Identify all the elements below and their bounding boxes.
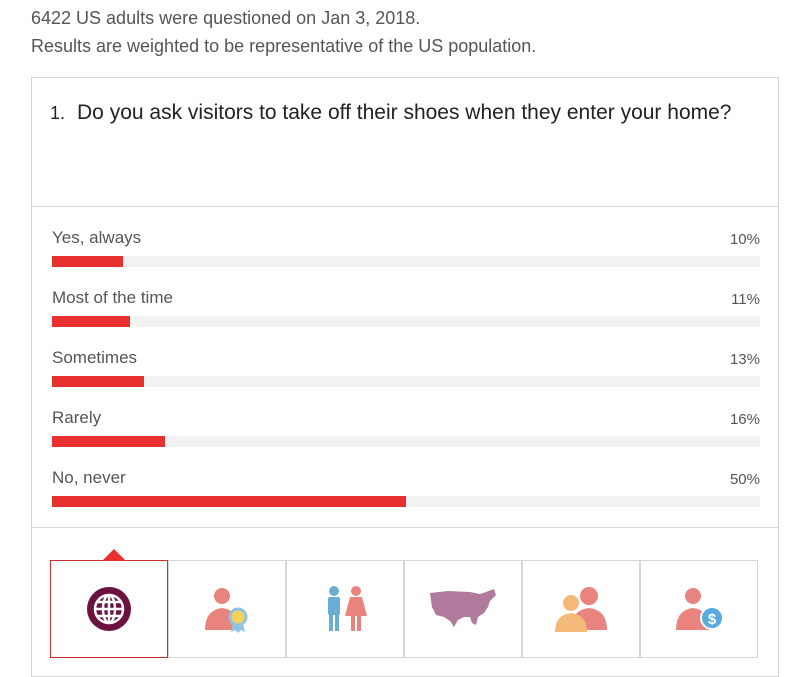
intro-line-2: Results are weighted to be representativ… bbox=[31, 36, 537, 56]
answer-bar-track bbox=[52, 256, 760, 267]
tab-age[interactable] bbox=[168, 560, 286, 658]
divider bbox=[32, 206, 778, 207]
survey-intro: 6422 US adults were questioned on Jan 3,… bbox=[31, 4, 536, 60]
intro-line-1: 6422 US adults were questioned on Jan 3,… bbox=[31, 8, 421, 28]
answer-row: No, never 50% bbox=[52, 466, 760, 526]
divider bbox=[32, 527, 778, 528]
answer-percent: 16% bbox=[729, 411, 760, 428]
tab-party[interactable] bbox=[522, 560, 640, 658]
question-text: Do you ask visitors to take off their sh… bbox=[77, 101, 732, 124]
answer-bar-fill bbox=[52, 376, 145, 387]
person-dollar-icon: $ bbox=[676, 588, 724, 630]
answer-label: Yes, always bbox=[52, 228, 142, 247]
answer-percent: 50% bbox=[729, 471, 760, 488]
answer-percent: 11% bbox=[731, 291, 760, 308]
question-card: 1. Do you ask visitors to take off their … bbox=[31, 77, 779, 677]
answer-bar-track bbox=[52, 316, 760, 327]
answer-row: Sometimes 13% bbox=[52, 346, 760, 406]
active-tab-pointer bbox=[102, 549, 126, 561]
demographic-tabs: $ bbox=[50, 549, 762, 658]
tab-region[interactable] bbox=[404, 560, 522, 658]
svg-text:$: $ bbox=[708, 611, 717, 628]
answer-row: Yes, always 10% bbox=[52, 226, 760, 286]
answer-bar-track bbox=[52, 436, 760, 447]
answer-bar-track bbox=[52, 376, 760, 387]
answer-percent: 13% bbox=[729, 351, 760, 368]
answer-label: Rarely bbox=[52, 408, 102, 427]
answer-row: Most of the time 11% bbox=[52, 286, 760, 346]
two-people-icon bbox=[555, 587, 607, 632]
answer-label: No, never bbox=[52, 468, 126, 487]
answer-bar-fill bbox=[52, 436, 166, 447]
question-number: 1. bbox=[50, 103, 66, 123]
answer-bar-fill bbox=[52, 316, 130, 327]
tab-income[interactable]: $ bbox=[640, 560, 758, 658]
person-award-icon bbox=[205, 588, 248, 633]
answer-row: Rarely 16% bbox=[52, 406, 760, 466]
answer-label: Most of the time bbox=[52, 288, 173, 307]
tab-all-adults[interactable] bbox=[50, 549, 168, 658]
man-woman-icon bbox=[328, 586, 367, 631]
question-title: 1. Do you ask visitors to take off their … bbox=[50, 97, 762, 129]
answer-bar-track bbox=[52, 496, 760, 507]
answer-percent: 10% bbox=[729, 231, 760, 248]
globe-icon bbox=[87, 587, 131, 631]
us-map-icon bbox=[430, 589, 496, 627]
answer-label: Sometimes bbox=[52, 348, 138, 367]
answer-list: Yes, always 10% Most of the time 11% Som… bbox=[52, 226, 760, 526]
answer-bar-fill bbox=[52, 496, 406, 507]
tab-gender[interactable] bbox=[286, 560, 404, 658]
answer-bar-fill bbox=[52, 256, 123, 267]
